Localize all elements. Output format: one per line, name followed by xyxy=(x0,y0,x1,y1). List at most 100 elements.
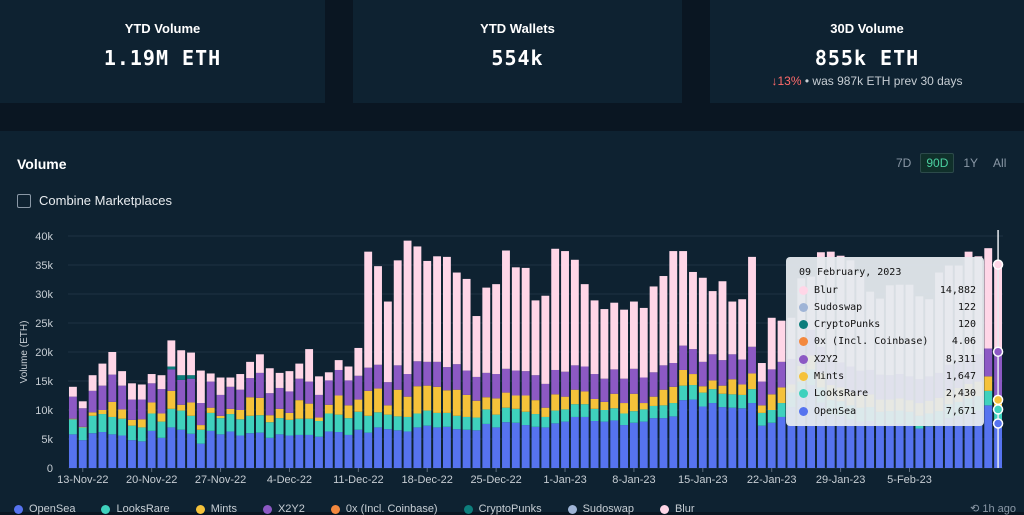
bar-segment-x2y2 xyxy=(295,378,304,401)
cursor-dot xyxy=(992,404,1004,415)
bar-segment-x2y2 xyxy=(265,393,274,416)
legend-item-sudoswap[interactable]: Sudoswap xyxy=(567,503,634,515)
bar-segment-x2y2 xyxy=(216,394,225,416)
bar-segment-looksrare xyxy=(757,412,766,426)
bar-segment-looksrare xyxy=(590,408,599,422)
bar-segment-x2y2 xyxy=(275,387,284,409)
bar-segment-x2y2 xyxy=(354,375,363,400)
bar-segment-blur xyxy=(196,370,205,404)
bar-segment-x2y2 xyxy=(629,368,638,394)
tooltip-series-name: Mints xyxy=(814,371,845,382)
bar-segment-x2y2 xyxy=(226,386,235,409)
bar-segment-blur xyxy=(600,309,609,379)
bar-segment-x2y2 xyxy=(482,372,491,398)
chart-tooltip: 09 February, 2023 Blur 14,882 Sudoswap 122 C… xyxy=(786,257,984,426)
bar-segment-looksrare xyxy=(698,392,707,407)
bar-segment-looksrare xyxy=(462,416,471,430)
y-tick-label: 10k xyxy=(35,405,53,417)
bar-segment-mints xyxy=(98,410,107,415)
tooltip-row: OpenSea 7,671 xyxy=(799,404,976,418)
bar-segment-blur xyxy=(541,295,550,384)
bar-segment-blur xyxy=(698,277,707,362)
legend-item-cryptopunks[interactable]: CryptoPunks xyxy=(463,503,542,515)
bar-segment-looksrare xyxy=(68,419,77,435)
legend-item-mints[interactable]: Mints xyxy=(195,503,237,515)
bar-segment-opensea xyxy=(816,402,825,468)
bar-segment-looksrare xyxy=(295,418,304,435)
tooltip-series-name: Blur xyxy=(814,284,839,296)
legend-item-x2y2[interactable]: X2Y2 xyxy=(262,503,305,515)
tooltip-row: Mints 1,647 xyxy=(799,370,976,384)
bar-segment-opensea xyxy=(305,434,314,468)
y-tick-label: 15k xyxy=(35,376,53,388)
bar-segment-mints xyxy=(305,403,314,419)
bar-segment-mints xyxy=(393,389,402,417)
bar-segment-mints xyxy=(502,392,510,408)
bar-segment-opensea xyxy=(787,407,796,468)
bar-segment-blur xyxy=(98,363,107,386)
bar-segment-opensea xyxy=(128,440,136,468)
bar-segment-blur xyxy=(344,366,353,381)
bar-segment-mints xyxy=(757,405,766,413)
bar-segment-blur xyxy=(462,278,471,371)
bar-segment-mints xyxy=(226,408,235,415)
bar-segment-x2y2 xyxy=(167,369,176,391)
bar-segment-mints xyxy=(639,403,648,410)
bar-segment-mints xyxy=(492,398,501,415)
bar-segment-blur xyxy=(364,251,373,368)
bar-segment-x2y2 xyxy=(206,381,215,408)
bar-segment-blur xyxy=(669,251,678,364)
bar-segment-looksrare xyxy=(265,422,274,438)
range-7d-button[interactable]: 7D xyxy=(896,156,912,170)
bar-segment-x2y2 xyxy=(777,361,786,388)
change-percent: 13% xyxy=(777,74,802,88)
bar-segment-opensea xyxy=(708,403,717,468)
bar-segment-mints xyxy=(620,403,629,414)
bar-segment-blur xyxy=(157,375,166,390)
bar-segment-mints xyxy=(472,400,481,418)
bar-segment-opensea xyxy=(836,415,845,468)
legend-item-looksrare[interactable]: LooksRare xyxy=(101,503,170,515)
bar-segment-opensea xyxy=(738,408,747,468)
bar-segment-mints xyxy=(541,407,550,417)
range-selector: 7D 90D 1Y All xyxy=(890,153,1012,173)
bar-segment-opensea xyxy=(590,421,599,468)
range-90d-button[interactable]: 90D xyxy=(920,153,955,173)
tooltip-series-name: LooksRare xyxy=(814,388,869,400)
bar-segment-opensea xyxy=(364,432,373,468)
bar-segment-blur xyxy=(482,287,491,373)
bar-segment-mints xyxy=(137,419,146,428)
bar-segment-looksrare xyxy=(442,412,451,427)
legend-item-blur[interactable]: Blur xyxy=(659,503,695,515)
range-1y-button[interactable]: 1Y xyxy=(963,156,979,170)
bar-segment-x2y2 xyxy=(561,371,569,397)
bar-segment-mints xyxy=(177,404,186,411)
x-tick-label: 11-Dec-22 xyxy=(333,474,384,486)
bar-segment-looksrare xyxy=(206,412,215,431)
bar-segment-blur xyxy=(324,372,333,381)
bar-segment-opensea xyxy=(570,416,579,468)
bar-segment-blur xyxy=(708,291,717,355)
checkbox[interactable] xyxy=(17,193,31,208)
bar-segment-opensea xyxy=(580,416,589,468)
legend-item-opensea[interactable]: OpenSea xyxy=(14,503,75,515)
tooltip-series-value: 4.06 xyxy=(951,336,976,348)
bar-segment-mints xyxy=(315,417,323,422)
bar-segment-looksrare xyxy=(629,411,638,423)
bar-segment-looksrare xyxy=(334,414,343,433)
bar-segment-opensea xyxy=(777,416,786,468)
stat-card-30d-volume: 30D Volume 855k ETH ↓13% • was 987k ETH … xyxy=(710,0,1024,103)
bar-segment-looksrare xyxy=(728,394,737,408)
y-tick-label: 20k xyxy=(35,347,53,359)
bar-segment-mints xyxy=(324,404,333,414)
bar-segment-looksrare xyxy=(285,419,294,436)
combine-marketplaces-toggle[interactable]: Combine Marketplaces xyxy=(17,193,172,208)
bar-segment-x2y2 xyxy=(315,394,323,418)
range-all-button[interactable]: All xyxy=(993,156,1007,170)
bar-segment-opensea xyxy=(265,437,274,468)
bar-segment-opensea xyxy=(728,407,737,468)
bar-segment-mints xyxy=(216,415,225,419)
legend-item-0x[interactable]: 0x (Incl. Coinbase) xyxy=(330,503,438,515)
bar-segment-mints xyxy=(147,402,156,414)
